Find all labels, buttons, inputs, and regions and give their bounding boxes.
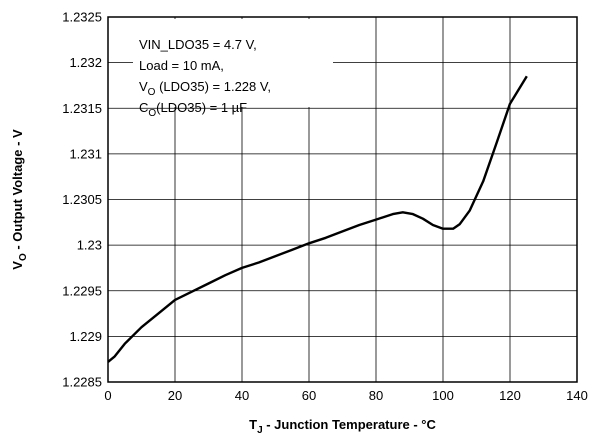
conditions-annotation: VIN_LDO35 = 4.7 V, Load = 10 mA, VO (LDO35…	[139, 37, 271, 119]
y-tick-label: 1.2315	[62, 101, 102, 116]
x-tick-label: 140	[566, 388, 588, 403]
x-tick-label: 0	[104, 388, 111, 403]
y-tick-label: 1.2305	[62, 192, 102, 207]
annotation-line: VO (LDO35) = 1.228 V,	[139, 79, 271, 98]
y-tick-label: 1.231	[69, 146, 102, 161]
x-axis-title: TJ - Junction Temperature - °C	[249, 417, 436, 436]
x-axis-label: TJ - Junction Temperature - °C	[249, 417, 436, 436]
x-tick-label: 120	[499, 388, 521, 403]
y-tick-label: 1.2325	[62, 10, 102, 25]
grid-lines	[108, 17, 577, 382]
y-tick-label: 1.229	[69, 329, 102, 344]
y-tick-label: 1.2285	[62, 375, 102, 390]
y-tick-label: 1.232	[69, 55, 102, 70]
x-tick-label: 100	[432, 388, 454, 403]
y-tick-label: 1.23	[77, 238, 102, 253]
series-line-0	[107, 75, 528, 363]
annotation-line: Load = 10 mA,	[139, 58, 224, 73]
x-tick-label: 60	[302, 388, 316, 403]
data-series	[107, 75, 528, 363]
x-tick-labels: 0 20 40 60 80 100 120 140	[104, 388, 587, 403]
y-tick-labels: 1.2285 1.229 1.2295 1.23 1.2305 1.231 1.2315 1.…	[62, 10, 102, 390]
x-tick-label: 20	[168, 388, 182, 403]
plot-frame	[107, 16, 578, 383]
annotation-line: CO(LDO35) = 1 µF	[139, 100, 247, 119]
y-axis-title: VO - Output Voltage - V	[10, 129, 29, 270]
y-tick-label: 1.2295	[62, 283, 102, 298]
annotation-line: VIN_LDO35 = 4.7 V,	[139, 37, 257, 52]
x-tick-label: 80	[369, 388, 383, 403]
x-tick-label: 40	[235, 388, 249, 403]
y-axis-label: VO - Output Voltage - V	[10, 129, 29, 270]
annotation-background	[133, 19, 333, 107]
